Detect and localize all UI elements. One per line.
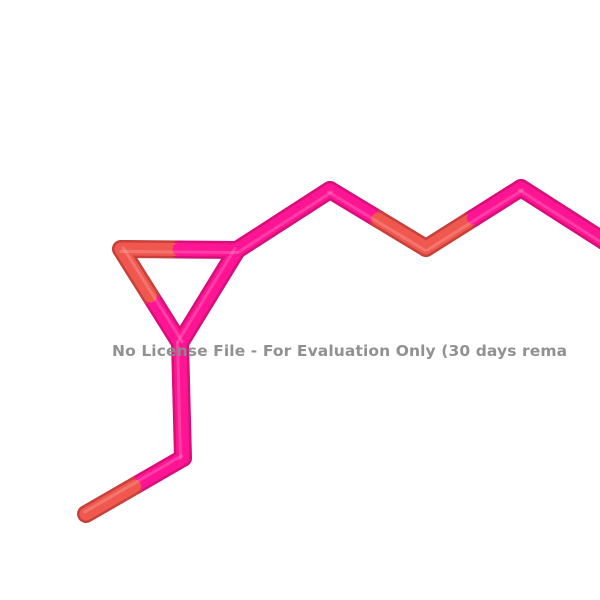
bond-group bbox=[77, 179, 600, 523]
bond-4-half-a bbox=[323, 183, 385, 226]
bond-highlight-6 bbox=[518, 188, 600, 244]
bond-highlight-4 bbox=[327, 190, 427, 252]
bond-highlight-0 bbox=[119, 249, 239, 254]
bond-highlight-5 bbox=[425, 188, 524, 252]
bond-highlight-7 bbox=[176, 341, 183, 460]
bond-6-half-a bbox=[514, 181, 572, 223]
bond-highlight-1 bbox=[176, 247, 237, 344]
bond-8-half-b bbox=[79, 479, 141, 521]
bond-3-half-b bbox=[277, 183, 337, 227]
bond-highlight-2 bbox=[121, 246, 184, 344]
bond-2-half-a bbox=[144, 289, 187, 350]
bond-0-half-a bbox=[114, 242, 186, 256]
bond-8-half-a bbox=[128, 451, 190, 493]
bond-6-half-b bbox=[559, 210, 600, 247]
bond-highlight-8 bbox=[83, 454, 184, 514]
bond-1-half-a bbox=[202, 243, 244, 303]
bond-4-half-b bbox=[371, 212, 433, 255]
bond-1-half-b bbox=[173, 290, 215, 350]
bond-3-half-a bbox=[230, 213, 290, 257]
bond-2-half-b bbox=[114, 242, 157, 303]
bond-0-half-b bbox=[172, 243, 244, 257]
bond-7-half-b bbox=[175, 394, 190, 465]
bond-5-half-b bbox=[467, 181, 528, 225]
bond-7-half-a bbox=[173, 336, 188, 407]
bond-5-half-a bbox=[419, 211, 480, 255]
bond-highlight-3 bbox=[236, 190, 333, 254]
